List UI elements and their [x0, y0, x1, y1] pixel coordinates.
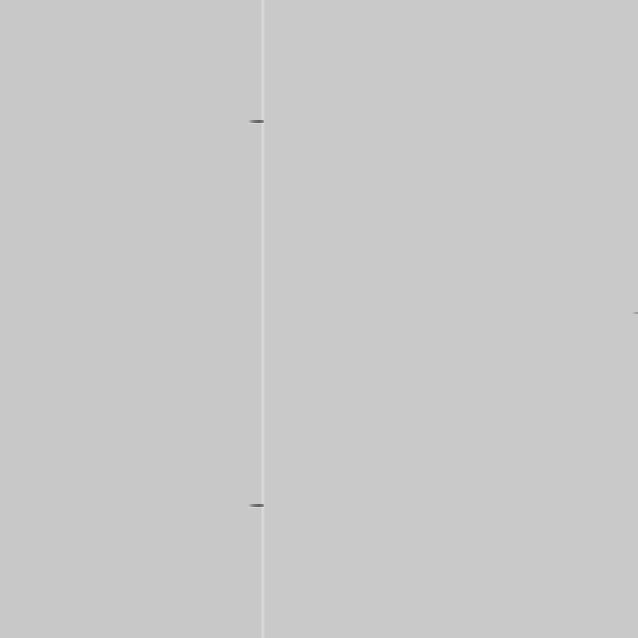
splitter-grip-bottom-icon[interactable]: [248, 504, 264, 507]
right-pane: [266, 0, 638, 638]
right-edge-tick-icon: [632, 312, 638, 314]
splitter-grip-top-icon[interactable]: [248, 120, 264, 123]
left-pane: [0, 0, 260, 638]
vertical-splitter[interactable]: [260, 0, 266, 638]
